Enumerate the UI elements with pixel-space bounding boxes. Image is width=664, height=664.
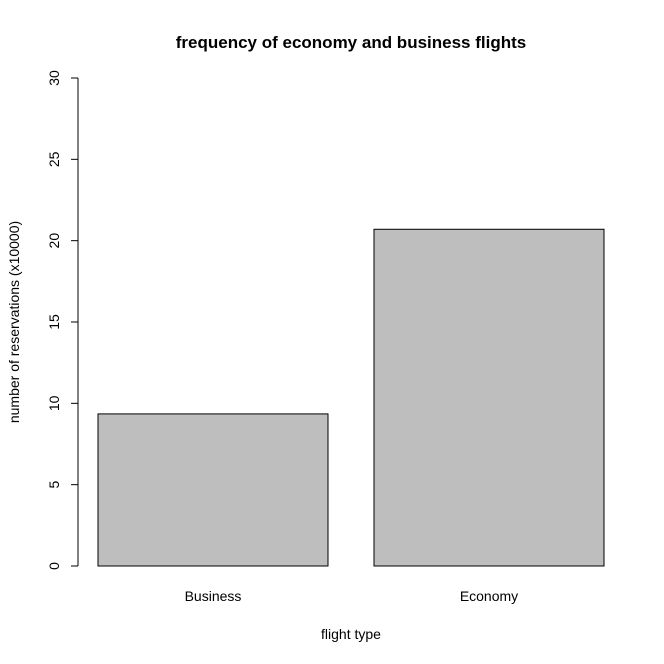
bar-economy xyxy=(373,228,605,567)
chart-title: frequency of economy and business flight… xyxy=(176,33,526,52)
y-axis-label: number of reservations (x10000) xyxy=(6,221,22,423)
bar-business xyxy=(97,413,329,567)
bars xyxy=(97,228,605,567)
y-tick-label: 30 xyxy=(46,70,62,86)
x-tick-label-economy: Economy xyxy=(460,588,518,604)
y-tick-label: 15 xyxy=(46,314,62,330)
category-labels: Business Economy xyxy=(185,588,519,604)
y-tick-label: 25 xyxy=(46,151,62,167)
y-tick-label: 10 xyxy=(46,395,62,411)
y-tick-label: 20 xyxy=(46,233,62,249)
y-tick-label: 0 xyxy=(46,562,62,570)
y-axis: 0 5 10 15 20 25 30 xyxy=(46,70,79,570)
x-tick-label-business: Business xyxy=(185,588,242,604)
x-axis-label: flight type xyxy=(321,626,381,642)
y-tick-label: 5 xyxy=(46,481,62,489)
